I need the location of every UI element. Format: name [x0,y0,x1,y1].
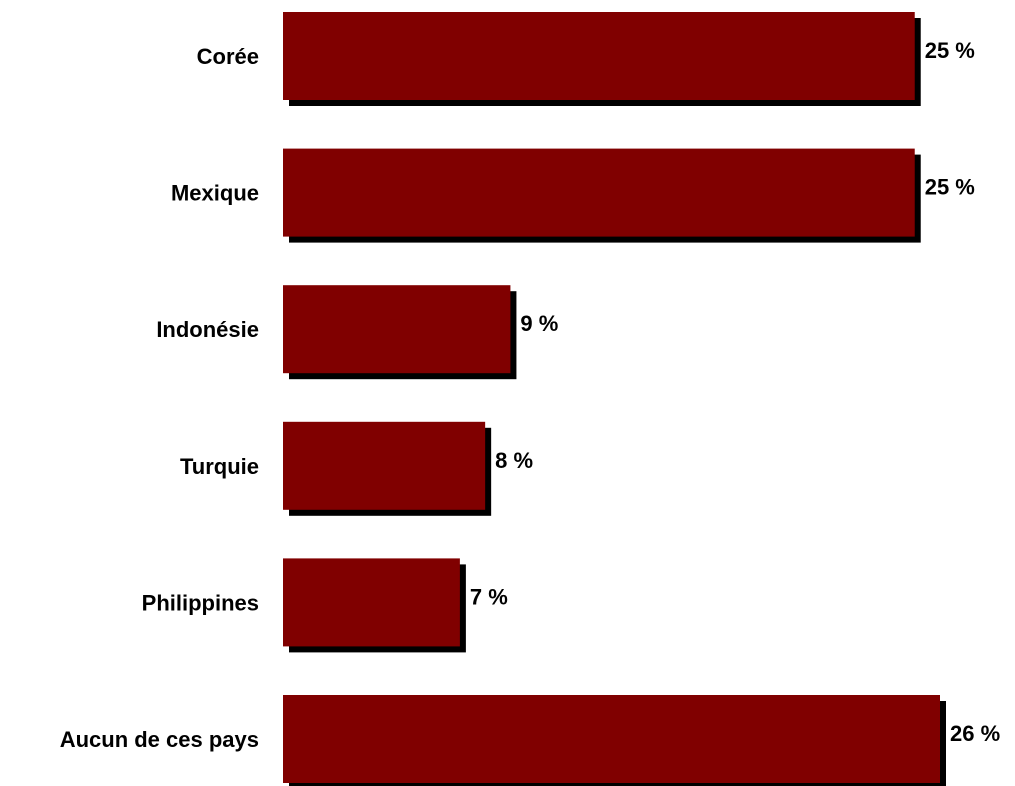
bar [283,285,511,374]
category-label: Philippines [142,590,259,615]
bar [283,148,915,237]
value-label: 25 % [925,175,975,200]
value-label: 26 % [950,721,1000,746]
category-label: Aucun de ces pays [60,727,259,752]
category-label: Corée [197,44,259,69]
labels-layer: Corée 25 % Mexique 25 % Indonésie 9 % Turquie 8… [60,38,1000,752]
bar [283,421,486,510]
category-label: Turquie [180,454,259,479]
bars-layer [283,12,946,786]
category-label: Indonésie [156,317,259,342]
value-label: 8 % [495,448,533,473]
value-label: 25 % [925,38,975,63]
bar [283,558,460,647]
bar [283,695,940,783]
value-label: 9 % [520,311,558,336]
value-label: 7 % [470,584,508,609]
category-label: Mexique [171,181,259,206]
bar [283,12,915,100]
